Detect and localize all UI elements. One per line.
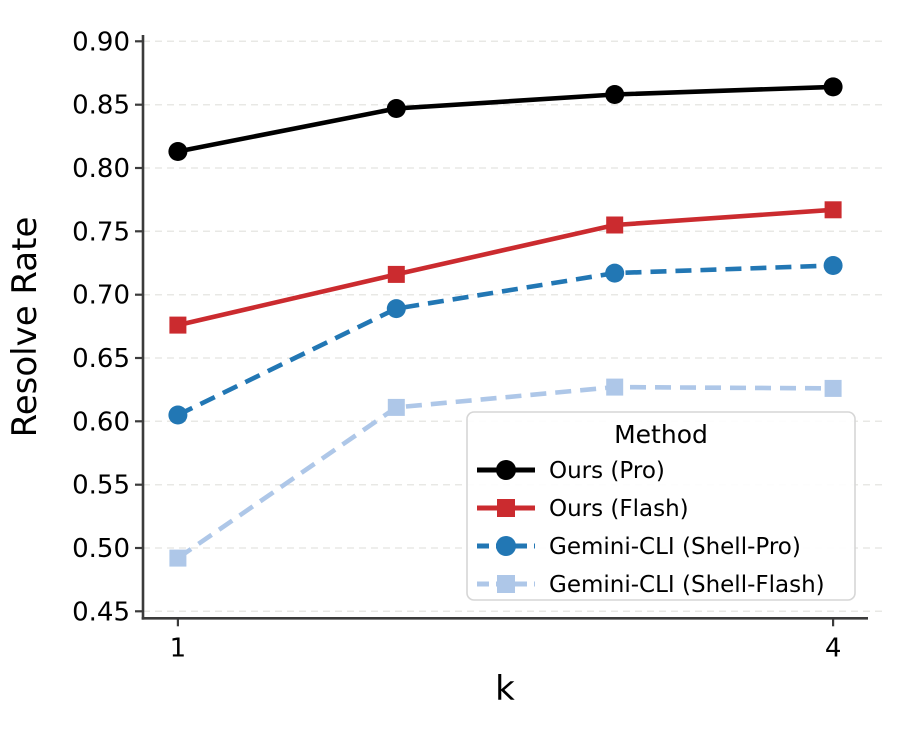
x-tick-label: 4 xyxy=(825,633,842,663)
y-tick-label: 0.65 xyxy=(72,344,130,374)
legend-title: Method xyxy=(614,420,708,449)
series-marker-circle xyxy=(605,85,625,104)
series-marker-square xyxy=(387,265,405,283)
legend-entry: Ours (Flash) xyxy=(477,496,689,522)
legend-entry-label: Gemini-CLI (Shell-Pro) xyxy=(549,534,801,560)
series-1 xyxy=(169,201,842,334)
legend: Method Ours (Pro) Ours (Flash) Gemini-CLI (… xyxy=(466,411,856,601)
series-marker-square xyxy=(606,216,624,234)
y-tick-label: 0.45 xyxy=(72,597,130,627)
x-axis-label: k xyxy=(495,669,515,709)
series-marker-circle xyxy=(386,299,406,319)
y-tick-label: 0.70 xyxy=(72,281,130,311)
series-marker-square xyxy=(606,378,624,396)
series-marker-circle xyxy=(823,256,843,275)
legend-entry: Gemini-CLI (Shell-Pro) xyxy=(477,534,801,560)
series-marker-square xyxy=(169,549,187,567)
series-marker-circle xyxy=(168,405,188,425)
legend-marker-square xyxy=(497,499,515,517)
series-marker-square xyxy=(824,379,842,397)
series-0 xyxy=(168,77,843,161)
y-axis-label: Resolve Rate xyxy=(5,217,45,438)
legend-entry-label: Gemini-CLI (Shell-Flash) xyxy=(549,572,825,598)
legend-entry-label: Ours (Flash) xyxy=(549,496,689,522)
series-marker-square xyxy=(169,316,187,334)
x-tick-label: 1 xyxy=(170,633,187,663)
legend-box xyxy=(466,411,856,601)
y-tick-label: 0.55 xyxy=(72,471,130,501)
y-tick-label: 0.90 xyxy=(72,27,130,57)
legend-marker-circle xyxy=(496,460,516,480)
series-line-0 xyxy=(177,84,834,154)
y-tick-label: 0.60 xyxy=(72,407,130,437)
series-marker-circle xyxy=(605,263,625,283)
series-3 xyxy=(169,378,842,567)
legend-marker-circle xyxy=(496,536,516,556)
y-axis: 0.45 0.50 0.55 0.60 0.65 0.70 0.75 0.80 0.85 0.90 xyxy=(72,27,143,627)
series-line-1 xyxy=(177,207,834,328)
series-marker-circle xyxy=(168,142,188,161)
y-tick-label: 0.80 xyxy=(72,154,130,184)
series-marker-circle xyxy=(386,99,406,118)
series-marker-square xyxy=(387,398,405,416)
legend-marker-square xyxy=(497,575,515,593)
series-marker-square xyxy=(824,201,842,219)
legend-entry: Gemini-CLI (Shell-Flash) xyxy=(477,572,825,598)
legend-entry: Ours (Pro) xyxy=(477,458,665,484)
y-tick-label: 0.75 xyxy=(72,217,130,247)
series-2 xyxy=(168,256,843,425)
y-tick-label: 0.85 xyxy=(72,91,130,121)
y-tick-label: 0.50 xyxy=(72,534,130,564)
series-line-2 xyxy=(176,263,834,418)
series-marker-circle xyxy=(823,77,843,97)
series-line-3 xyxy=(176,384,834,560)
legend-entry-label: Ours (Pro) xyxy=(549,458,665,484)
